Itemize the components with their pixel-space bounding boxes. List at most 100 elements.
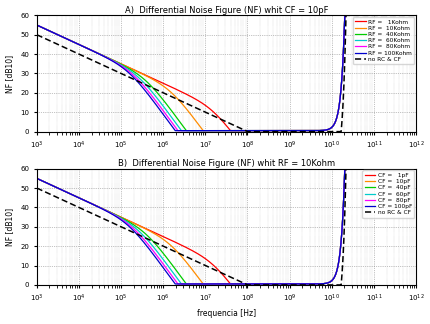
CF = 100pF — [414, 167, 419, 171]
CF =  60pF — [180, 282, 185, 286]
CF =  10pF — [196, 276, 201, 280]
CF = 100pF — [196, 282, 201, 286]
CF =   1pF — [180, 244, 185, 248]
CF = 100pF — [180, 282, 185, 286]
RF =   1Kohm — [228, 129, 233, 133]
RF =  10Kohm — [406, 13, 412, 17]
no RC & CF — [100, 216, 105, 220]
CF =   1pF — [228, 282, 233, 286]
CF =   1pF — [406, 167, 412, 171]
RF =  40Kohm — [180, 123, 185, 127]
CF = 100pF — [100, 207, 105, 211]
RF =  40Kohm — [77, 43, 83, 47]
RF = 100Kohm — [180, 129, 185, 133]
RF =  80Kohm — [414, 13, 419, 17]
RF =  60Kohm — [342, 13, 347, 17]
X-axis label: frequencia [Hz]: frequencia [Hz] — [197, 309, 256, 318]
CF =   1pF — [342, 167, 347, 171]
RF = 100Kohm — [414, 13, 419, 17]
no RC & CF — [34, 186, 39, 190]
RF =  80Kohm — [180, 129, 185, 133]
CF =  80pF — [100, 207, 105, 211]
RF = 100Kohm — [196, 129, 201, 133]
Legend: CF =   1pF, CF =  10pF, CF =  40pF, CF =  60pF, CF =  80pF, CF = 100pF, no RC & : CF = 1pF, CF = 10pF, CF = 40pF, CF = 60p… — [362, 170, 415, 218]
no RC & CF — [366, 13, 371, 17]
RF =  40Kohm — [366, 13, 371, 17]
no RC & CF — [34, 33, 39, 37]
Line: RF =  80Kohm: RF = 80Kohm — [37, 15, 416, 131]
CF =  40pF — [100, 207, 105, 211]
Title: B)  Differential Noise Figure (NF) whit RF = 10Kohm: B) Differential Noise Figure (NF) whit R… — [118, 159, 335, 168]
CF =  80pF — [414, 167, 419, 171]
Legend: RF =   1Kohm, RF =  10Kohm, RF =  40Kohm, RF =  60Kohm, RF =  80Kohm, RF = 100Ko: RF = 1Kohm, RF = 10Kohm, RF = 40Kohm, RF… — [353, 17, 415, 64]
CF =  80pF — [406, 167, 412, 171]
Line: RF = 100Kohm: RF = 100Kohm — [37, 15, 416, 131]
CF =  40pF — [406, 167, 412, 171]
RF =   1Kohm — [414, 13, 419, 17]
CF =  40pF — [184, 282, 189, 286]
no RC & CF — [77, 206, 83, 210]
CF = 100pF — [342, 167, 347, 171]
no RC & CF — [100, 63, 105, 67]
RF =  40Kohm — [414, 13, 419, 17]
CF =  80pF — [180, 282, 185, 286]
Y-axis label: NF [dB10]: NF [dB10] — [6, 54, 15, 93]
RF =  40Kohm — [184, 129, 189, 133]
RF =  60Kohm — [180, 129, 185, 133]
RF =  40Kohm — [196, 129, 201, 133]
CF =  60pF — [366, 167, 371, 171]
RF =  80Kohm — [196, 129, 201, 133]
no RC & CF — [196, 107, 201, 111]
RF =  60Kohm — [34, 23, 39, 27]
RF =  80Kohm — [342, 13, 347, 17]
CF =   1pF — [34, 176, 39, 180]
CF =  80pF — [175, 282, 181, 286]
no RC & CF — [406, 167, 412, 171]
RF =  80Kohm — [34, 23, 39, 27]
no RC & CF — [406, 13, 412, 17]
CF =  60pF — [196, 282, 201, 286]
RF =  40Kohm — [100, 53, 105, 57]
CF = 100pF — [406, 167, 412, 171]
RF =  80Kohm — [77, 43, 83, 47]
CF =  80pF — [342, 167, 347, 171]
RF =   1Kohm — [196, 99, 201, 103]
RF =   1Kohm — [366, 13, 371, 17]
no RC & CF — [245, 130, 250, 133]
RF =  10Kohm — [196, 123, 201, 127]
RF =  40Kohm — [342, 13, 347, 17]
CF =  10pF — [414, 167, 419, 171]
CF =  10pF — [180, 255, 185, 259]
RF =  60Kohm — [196, 129, 201, 133]
CF =  10pF — [34, 176, 39, 180]
Line: CF =  80pF: CF = 80pF — [37, 169, 416, 284]
RF =  10Kohm — [342, 13, 347, 17]
RF =  60Kohm — [179, 129, 184, 133]
Line: CF = 100pF: CF = 100pF — [37, 169, 416, 284]
CF =   1pF — [414, 167, 419, 171]
CF =  80pF — [77, 196, 83, 200]
Y-axis label: NF [dB10]: NF [dB10] — [6, 208, 15, 246]
no RC & CF — [414, 13, 419, 17]
CF =  40pF — [196, 282, 201, 286]
RF =   1Kohm — [342, 13, 347, 17]
Line: CF =  40pF: CF = 40pF — [37, 169, 416, 284]
RF =  40Kohm — [406, 13, 412, 17]
CF =  60pF — [34, 176, 39, 180]
CF =  60pF — [414, 167, 419, 171]
RF =  60Kohm — [77, 43, 83, 47]
no RC & CF — [366, 167, 371, 171]
RF =   1Kohm — [180, 90, 185, 94]
CF =   1pF — [366, 167, 371, 171]
CF =  80pF — [196, 282, 201, 286]
RF =  10Kohm — [366, 13, 371, 17]
CF = 100pF — [173, 282, 178, 286]
RF =   1Kohm — [77, 43, 83, 47]
CF = 100pF — [366, 167, 371, 171]
Line: RF =  60Kohm: RF = 60Kohm — [37, 15, 416, 131]
CF =  60pF — [406, 167, 412, 171]
no RC & CF — [180, 100, 185, 104]
CF =  40pF — [342, 167, 347, 171]
Line: CF =  10pF: CF = 10pF — [37, 169, 416, 284]
no RC & CF — [77, 53, 83, 57]
